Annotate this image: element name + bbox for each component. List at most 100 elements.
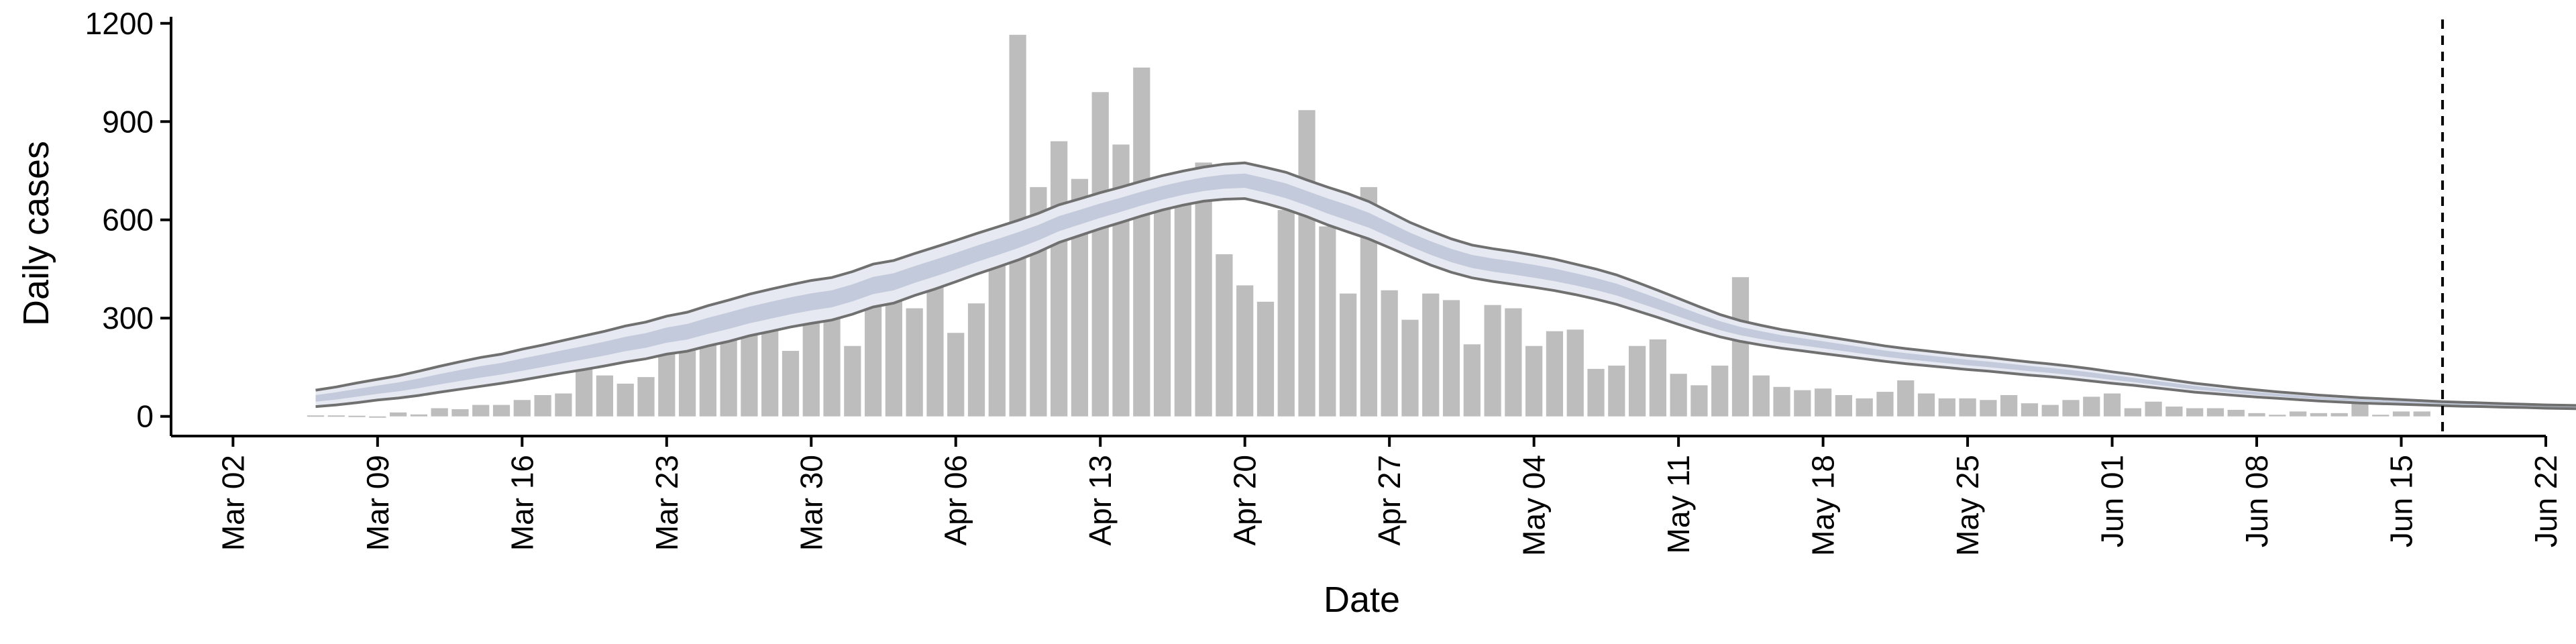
case-bar <box>1277 210 1295 417</box>
case-bar <box>1174 184 1191 417</box>
y-tick-label: 600 <box>102 203 154 237</box>
case-bar <box>2021 403 2039 417</box>
case-bar <box>348 415 366 417</box>
case-bar <box>2145 401 2162 417</box>
case-bar <box>1236 285 1254 417</box>
case-bar <box>1628 345 1646 417</box>
case-bar <box>967 303 985 417</box>
case-bar <box>2372 415 2390 417</box>
axes-layer: 0 300 600 900 1200 Mar 02 Mar 09 Mar 16 Mar 23 Ma… <box>85 6 2563 556</box>
case-bar <box>1566 329 1584 417</box>
x-tick-label: Mar 09 <box>360 455 395 551</box>
case-bar <box>782 351 800 417</box>
case-bar <box>616 383 634 417</box>
case-bar <box>2227 409 2245 417</box>
x-tick-label: Apr 06 <box>938 455 973 546</box>
case-bar <box>1587 368 1605 417</box>
y-tick-label: 1200 <box>85 6 154 41</box>
case-bar <box>1401 319 1419 417</box>
case-bar <box>596 375 614 417</box>
y-axis-title: Daily cases <box>16 141 56 326</box>
case-bar <box>1959 398 1976 417</box>
case-bar <box>389 412 407 417</box>
case-bar <box>1216 254 1233 417</box>
x-tick-label: May 04 <box>1517 455 1552 556</box>
case-bar <box>1442 300 1460 417</box>
case-bar <box>1422 293 1440 417</box>
case-bar <box>1835 394 1853 417</box>
case-bar <box>1256 301 1275 417</box>
case-bar <box>2310 413 2328 417</box>
case-bar <box>2186 408 2204 417</box>
case-bar <box>678 349 696 417</box>
case-bar <box>1463 344 1481 417</box>
case-bar <box>1546 331 1564 417</box>
x-tick-label: Jun 15 <box>2384 455 2419 547</box>
case-bar <box>2289 411 2307 417</box>
case-bar <box>1980 400 1997 417</box>
ci-upper-line <box>315 161 2576 407</box>
x-tick-label: Mar 16 <box>504 455 539 551</box>
case-bar <box>2000 394 2018 417</box>
x-tick-label: Jun 22 <box>2528 455 2563 547</box>
case-bar <box>1133 67 1150 417</box>
case-bar <box>1153 180 1171 417</box>
case-bar <box>637 377 655 417</box>
case-bar <box>307 415 325 417</box>
x-tick-label: May 11 <box>1661 455 1696 553</box>
x-tick-label: Mar 02 <box>215 455 250 551</box>
x-tick-label: Apr 13 <box>1083 455 1118 546</box>
case-bar <box>2248 413 2265 417</box>
case-bar <box>1897 380 1915 417</box>
case-bar <box>802 319 820 417</box>
case-bar <box>534 394 551 417</box>
case-bar <box>2165 407 2183 417</box>
case-bar <box>1794 390 1811 417</box>
x-tick-label: Apr 20 <box>1228 455 1263 546</box>
case-bar <box>1876 392 1894 417</box>
case-bar <box>1339 293 1357 417</box>
case-bar <box>1938 398 1955 417</box>
case-bar <box>1711 366 1729 417</box>
x-tick-label: Apr 27 <box>1372 455 1407 546</box>
case-bar <box>1731 277 1750 417</box>
y-tick-label: 900 <box>102 104 154 139</box>
case-bar <box>410 414 428 417</box>
case-bar <box>513 400 531 417</box>
case-bar <box>2413 411 2430 417</box>
case-bar <box>1608 366 1625 417</box>
case-bar <box>1505 308 1522 417</box>
x-tick-label: Jun 01 <box>2095 455 2130 547</box>
case-bar <box>1670 374 1687 417</box>
y-tick-label: 300 <box>102 301 154 335</box>
case-bar <box>1051 141 1068 417</box>
case-bar <box>2062 400 2080 417</box>
ci-band-layer <box>315 161 2576 411</box>
case-bar <box>1381 290 1398 417</box>
case-bar <box>906 308 923 417</box>
case-bar <box>2392 411 2410 417</box>
x-tick-label: Jun 08 <box>2239 455 2274 547</box>
case-bar <box>988 248 1006 417</box>
case-bar <box>1195 162 1212 417</box>
x-axis-title: Date <box>1324 580 1400 620</box>
case-bar <box>2269 415 2286 417</box>
case-bar <box>1484 305 1501 417</box>
case-bar <box>2103 393 2121 417</box>
case-bar <box>431 408 448 417</box>
case-bar <box>369 416 386 418</box>
x-tick-label: May 18 <box>1806 455 1841 556</box>
x-tick-label: Mar 23 <box>649 455 684 551</box>
case-bar <box>947 333 965 417</box>
case-bar <box>1752 375 1770 417</box>
case-bar <box>761 321 779 417</box>
case-bar <box>555 393 572 417</box>
case-bar <box>1917 393 1935 417</box>
case-bar <box>327 415 345 417</box>
case-bar <box>451 409 469 417</box>
x-tick-label: Mar 30 <box>794 455 828 551</box>
case-bar <box>720 333 737 417</box>
case-bar <box>1525 345 1543 417</box>
case-bar <box>1091 92 1109 417</box>
